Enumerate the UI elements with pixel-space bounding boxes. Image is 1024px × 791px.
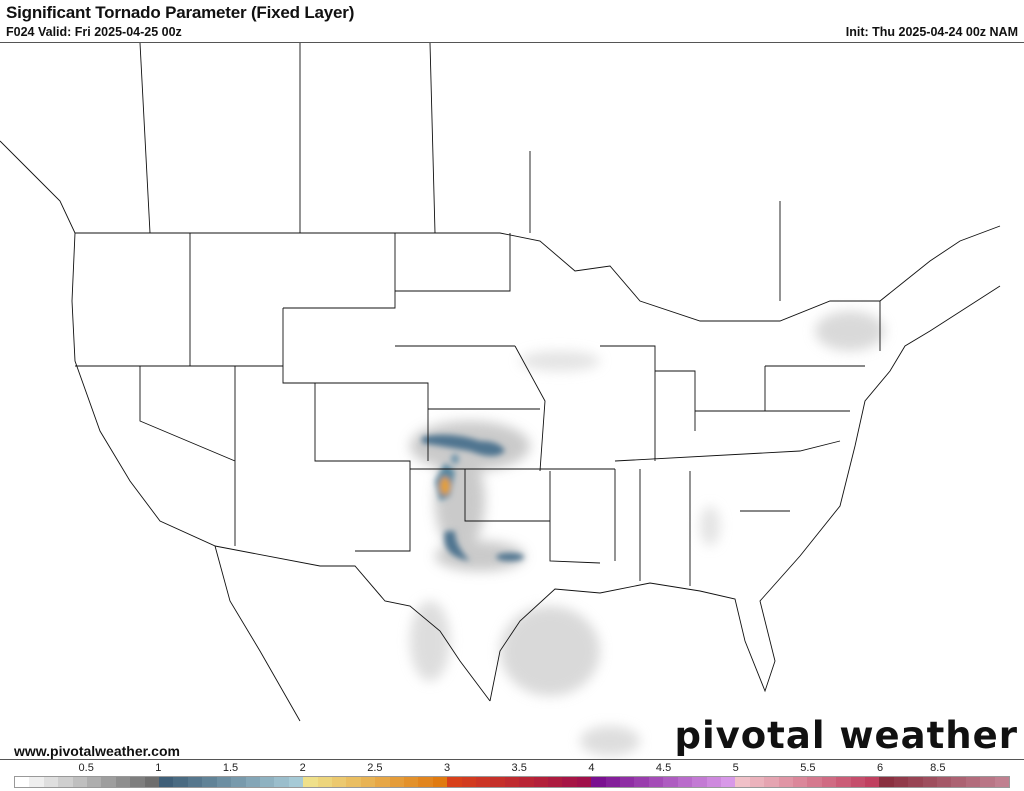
colorbar-swatch	[692, 777, 707, 787]
colorbar-tick-label: 5	[732, 762, 739, 774]
colorbar-swatch	[231, 777, 246, 787]
colorbar-tick-label: 2	[299, 762, 306, 774]
stp-shading	[410, 311, 885, 756]
colorbar-swatch	[951, 777, 966, 787]
colorbar-swatch	[735, 777, 750, 787]
valid-time: F024 Valid: Fri 2025-04-25 00z	[6, 25, 182, 39]
west-coast	[0, 140, 301, 722]
colorbar-swatch	[58, 777, 73, 787]
colorbar-swatch	[202, 777, 217, 787]
colorbar-swatch	[288, 777, 304, 787]
colorbar-swatch	[130, 777, 145, 787]
colorbar-swatch	[15, 777, 30, 787]
colorbar-swatch	[29, 777, 44, 787]
colorbar-swatch	[274, 777, 289, 787]
colorbar-swatch	[548, 777, 563, 787]
colorbar-swatch	[101, 777, 116, 787]
colorbar-swatch	[317, 777, 332, 787]
colorbar-tick-label: 0.5	[78, 762, 94, 774]
colorbar-swatch	[893, 777, 909, 787]
colorbar-swatch	[922, 777, 937, 787]
map-title: Significant Tornado Parameter (Fixed Lay…	[6, 3, 355, 22]
colorbar-tick-label: 6	[877, 762, 884, 774]
colorbar-swatch	[461, 777, 476, 787]
colorbar-swatch	[720, 777, 736, 787]
colorbar-swatch	[706, 777, 721, 787]
colorbar-swatch	[389, 777, 404, 787]
colorbar-swatch	[490, 777, 505, 787]
colorbar-swatch	[821, 777, 837, 787]
colorbar-swatch	[764, 777, 779, 787]
map-canvas[interactable]	[0, 42, 1024, 760]
colorbar-swatch	[807, 777, 822, 787]
colorbar-swatch	[778, 777, 793, 787]
colorbar-swatch	[87, 777, 102, 787]
colorbar-swatch	[331, 777, 347, 787]
colorbar-swatch	[346, 777, 361, 787]
colorbar-swatch	[965, 777, 981, 787]
colorbar-swatch	[648, 777, 664, 787]
gulf-coast	[489, 285, 1001, 702]
colorbar-swatch	[634, 777, 649, 787]
colorbar-swatch	[403, 777, 419, 787]
colorbar-tick-label: 2.5	[367, 762, 383, 774]
colorbar-swatch	[792, 777, 808, 787]
colorbar-swatch	[533, 777, 549, 787]
colorbar-swatch	[418, 777, 433, 787]
map-svg	[0, 42, 1001, 756]
colorbar-swatch	[432, 777, 448, 787]
website-url[interactable]: www.pivotalweather.com	[14, 743, 180, 759]
colorbar-tick-label: 3	[443, 762, 451, 774]
colorbar-swatch	[620, 777, 635, 787]
colorbar-swatch	[72, 777, 88, 787]
colorbar-swatch	[576, 777, 592, 787]
colorbar-swatch	[360, 777, 376, 787]
colorbar-swatch	[519, 777, 534, 787]
colorbar-tick-label: 4.5	[655, 762, 672, 774]
colorbar-tick-label: 5.5	[800, 762, 816, 774]
colorbar-swatch	[245, 777, 260, 787]
colorbar-swatch	[980, 777, 995, 787]
colorbar-swatch	[259, 777, 275, 787]
colorbar-tick-label: 1.5	[222, 762, 239, 774]
colorbar-tick-label: 1	[155, 762, 162, 774]
colorbar-swatch	[159, 777, 174, 787]
colorbar-swatch	[850, 777, 865, 787]
colorbar-swatch	[562, 777, 577, 787]
colorbar-swatch	[504, 777, 520, 787]
colorbar-swatch	[375, 777, 390, 787]
colorbar-swatch	[173, 777, 188, 787]
mexico-border	[214, 545, 491, 702]
colorbar-tick-label: 8.5	[930, 762, 946, 774]
colorbar-swatch	[303, 777, 318, 787]
colorbar-swatch	[591, 777, 606, 787]
colorbar-swatch	[216, 777, 232, 787]
colorbar-tick-label: 3.5	[511, 762, 527, 774]
state-lines	[75, 42, 881, 586]
colorbar-swatch	[994, 777, 1010, 787]
colorbar-swatch	[144, 777, 160, 787]
colorbar-swatch	[43, 777, 59, 787]
colorbar-swatch	[447, 777, 462, 787]
colorbar-swatch	[749, 777, 765, 787]
init-time: Init: Thu 2025-04-24 00z NAM	[845, 25, 1018, 39]
colorbar-swatch	[115, 777, 131, 787]
colorbar-labels: 0.5 1 1.5 2 2.5 3 3.5 4 4.5 5 5.5 6 8.5	[0, 762, 1024, 776]
colorbar-swatch	[663, 777, 678, 787]
canada-us-border	[75, 225, 1001, 322]
colorbar-swatch	[187, 777, 203, 787]
colorbar-swatch	[879, 777, 894, 787]
colorbar	[14, 776, 1010, 788]
colorbar-swatch	[677, 777, 693, 787]
colorbar-swatch	[476, 777, 491, 787]
colorbar-swatch	[908, 777, 923, 787]
colorbar-swatch	[864, 777, 880, 787]
colorbar-tick-label: 4	[588, 762, 595, 774]
colorbar-swatch	[836, 777, 851, 787]
pivotal-weather-logo: pivotal weather	[674, 714, 1018, 757]
colorbar-swatch	[937, 777, 952, 787]
boundaries	[0, 42, 1001, 722]
colorbar-swatch	[605, 777, 621, 787]
